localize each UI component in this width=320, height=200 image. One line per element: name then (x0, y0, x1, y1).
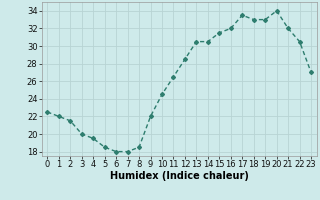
X-axis label: Humidex (Indice chaleur): Humidex (Indice chaleur) (110, 171, 249, 181)
